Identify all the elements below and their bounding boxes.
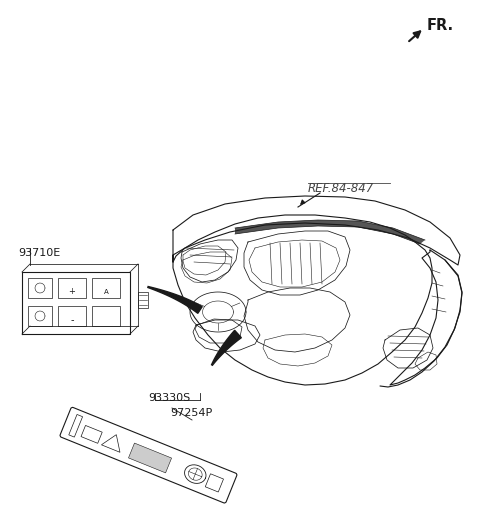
Text: A: A [104, 289, 108, 295]
FancyBboxPatch shape [58, 278, 86, 298]
FancyBboxPatch shape [92, 306, 120, 326]
FancyBboxPatch shape [58, 306, 86, 326]
Text: FR.: FR. [427, 18, 454, 33]
FancyBboxPatch shape [92, 278, 120, 298]
FancyBboxPatch shape [28, 306, 52, 326]
FancyBboxPatch shape [28, 278, 52, 298]
Text: 97254P: 97254P [170, 408, 212, 418]
Polygon shape [101, 435, 120, 452]
Text: -: - [70, 315, 74, 325]
FancyBboxPatch shape [60, 407, 237, 503]
Polygon shape [212, 330, 241, 365]
Text: REF.84-847: REF.84-847 [308, 182, 374, 195]
FancyBboxPatch shape [205, 474, 224, 492]
Polygon shape [235, 220, 425, 244]
Text: +: + [69, 288, 75, 297]
FancyBboxPatch shape [69, 414, 83, 437]
FancyBboxPatch shape [81, 425, 102, 443]
Polygon shape [148, 287, 202, 314]
Text: 93330S: 93330S [148, 393, 190, 403]
Text: 93710E: 93710E [18, 248, 60, 258]
FancyBboxPatch shape [129, 443, 171, 473]
FancyBboxPatch shape [138, 292, 148, 308]
